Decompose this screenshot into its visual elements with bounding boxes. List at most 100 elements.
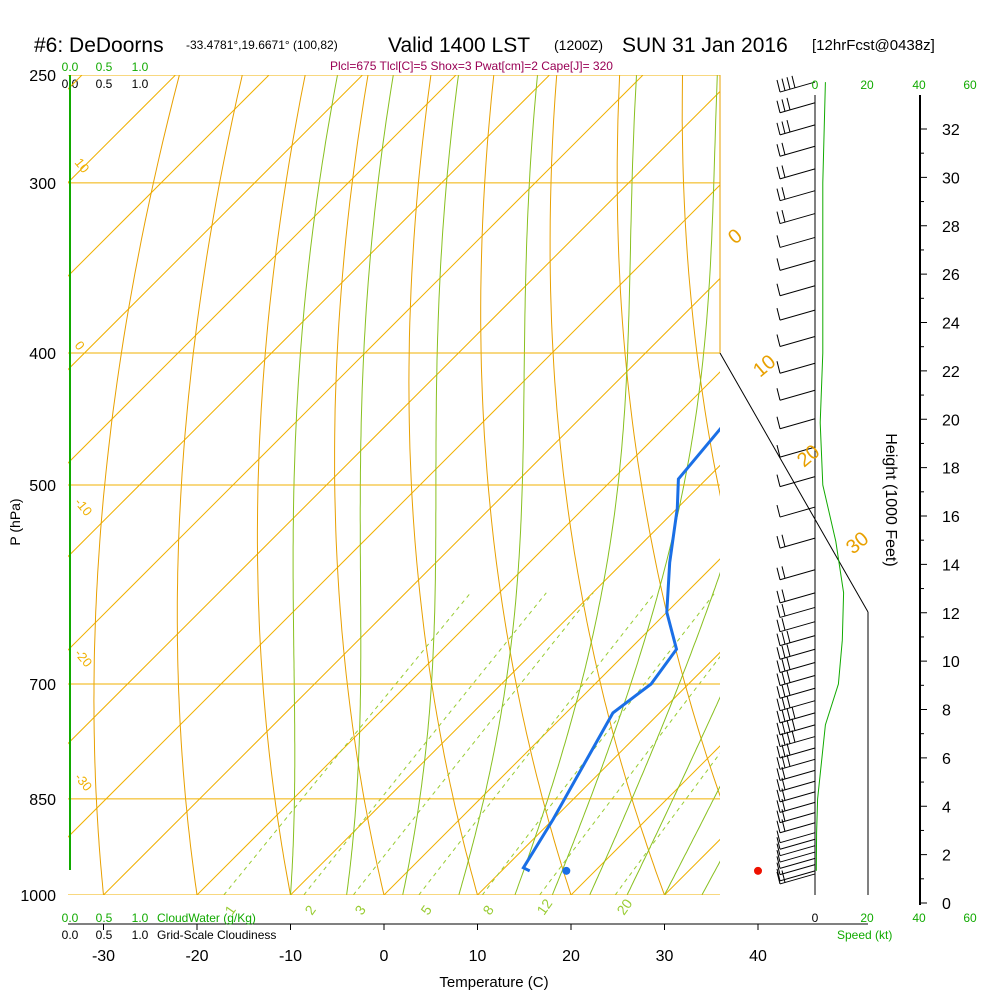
wind-barb-flag [786, 119, 791, 133]
wind-barb-flag [776, 361, 781, 374]
wind-barb [779, 476, 816, 488]
wind-barb-flag [776, 843, 781, 856]
sounding-params: Plcl=675 Tlcl[C]=5 Shox=3 Pwat[cm]=2 Cap… [330, 59, 613, 73]
wind-barb-flag [781, 78, 786, 91]
wind-barb-flag [781, 589, 786, 602]
wind-barb-flag [776, 710, 781, 724]
valid-time: Valid 1400 LST [388, 34, 530, 57]
wind-barb-flag [776, 722, 781, 735]
wind-barb-flag [776, 235, 781, 248]
height-axis-label: Height (1000 Feet) [882, 433, 899, 566]
wind-barb [779, 81, 816, 93]
wind-barb-flag [781, 142, 786, 155]
cloudwater-tick-label: 0.0 [62, 60, 79, 74]
cloudwater-tick-label: 0.5 [96, 911, 113, 925]
wind-barb [779, 592, 816, 604]
mixing-ratio-line [418, 592, 656, 895]
temperature-tick-label: 40 [749, 948, 767, 965]
wind-barb-flag [786, 731, 791, 744]
wind-barb-flag [781, 618, 786, 631]
wind-barb-flag [776, 334, 781, 347]
utc-time: (1200Z) [554, 37, 603, 53]
wind-barb [779, 812, 816, 824]
wind-barb-flag [791, 75, 796, 88]
wind-barb [779, 662, 816, 673]
wind-barb-flag [776, 567, 781, 580]
wind-barb-flag [781, 99, 786, 112]
moist-adiabat-line [701, 860, 720, 895]
wind-barb-flag [776, 307, 781, 321]
wind-barb-flag [776, 590, 781, 603]
temperature-tick-label: 20 [562, 948, 580, 965]
surface-dewpoint-point [562, 866, 571, 875]
mixing-ratio-label: 12 [533, 896, 555, 918]
height-tick-label: 4 [942, 799, 951, 816]
wind-barb-flag [776, 800, 781, 813]
wind-barb [779, 336, 816, 347]
wind-barb [779, 851, 816, 863]
wind-barb [779, 700, 816, 712]
wind-barb [779, 758, 816, 770]
wind-barb-flag [776, 258, 781, 271]
wind-barb-flag [786, 657, 791, 670]
dry-adiabat-line [549, 75, 665, 895]
speed-tick-label: 60 [963, 78, 977, 92]
wind-barb [779, 675, 816, 686]
wind-barb-flag [776, 633, 781, 646]
height-tick-label: 6 [942, 751, 951, 768]
wind-barb-flag [781, 744, 786, 757]
mixing-ratio-lines [223, 592, 720, 895]
mixing-ratio-line [614, 752, 720, 895]
isotherm-line [68, 75, 270, 277]
dry-adiabat-line [480, 75, 572, 895]
wind-barb-flag [781, 603, 786, 617]
height-tick-label: 26 [942, 267, 960, 284]
moist-adiabat-line [589, 571, 720, 895]
wind-barb [779, 801, 816, 813]
moist-adiabat-line [402, 75, 459, 895]
wind-barb [779, 236, 816, 248]
isotherm-line [852, 75, 1000, 895]
wind-barb [779, 724, 816, 736]
wind-barb-flag [781, 671, 786, 685]
wind-barb-flag [786, 97, 791, 111]
mixing-ratio-label: 5 [417, 902, 435, 918]
wind-barb-flag [781, 534, 786, 547]
wind-barb [779, 621, 816, 633]
speed-tick-label: 0 [812, 911, 819, 925]
wind-barb-flag [786, 719, 791, 733]
wind-barb-flag [781, 645, 786, 658]
wind-barb-flag [776, 660, 781, 673]
moist-adiabat-line [664, 785, 720, 895]
height-tick-label: 18 [942, 461, 960, 478]
wind-barb [779, 747, 816, 759]
wind-barb-flag [781, 766, 786, 780]
wind-barb [779, 446, 816, 458]
wind-barb [779, 635, 816, 647]
wind-barb-flag [776, 283, 781, 296]
dewpoint-profile-line [521, 426, 720, 873]
temperature-tick-label: 10 [469, 948, 487, 965]
wind-barb-flag [776, 474, 781, 487]
wind-barb-flag [776, 619, 781, 632]
speed-label: Speed (kt) [837, 928, 892, 942]
wind-barb-flag [776, 871, 781, 885]
dry-adiabat-line [808, 75, 1000, 895]
wind-barb-flag [781, 632, 786, 645]
wind-barb [779, 870, 816, 882]
height-tick-label: 2 [942, 848, 951, 865]
wind-barb-flag [781, 788, 786, 801]
isotherm-label: 10 [72, 155, 93, 176]
wind-barb [779, 309, 816, 321]
temperature-tick-label: 0 [380, 948, 389, 965]
wind-barb [779, 687, 816, 699]
wind-barb-flag [776, 789, 781, 802]
wind-barb-flag [781, 721, 786, 734]
wind-barb [779, 845, 816, 857]
dry-adiabat-line [408, 75, 478, 895]
wind-barb-flag [776, 862, 781, 875]
dry-adiabat-line [681, 75, 720, 497]
isotherm-line [758, 75, 1000, 895]
